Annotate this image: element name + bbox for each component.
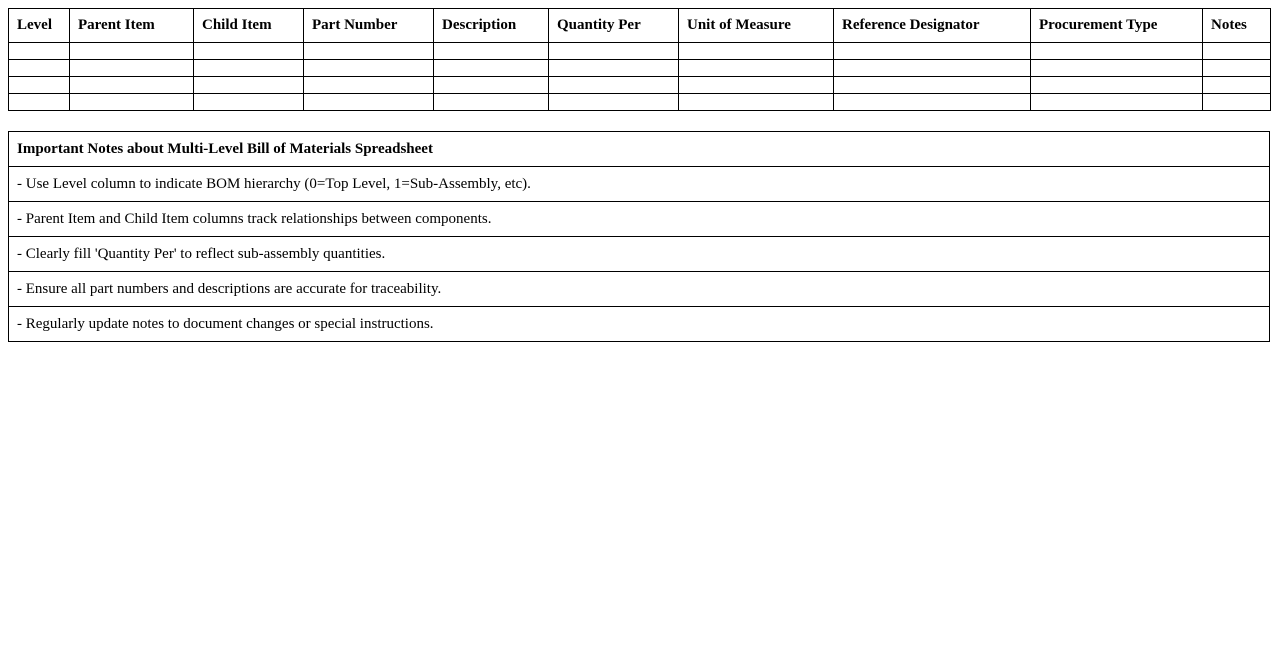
empty-cell bbox=[548, 42, 679, 60]
note-row: - Clearly fill 'Quantity Per' to reflect… bbox=[8, 236, 1270, 272]
notes-title: Important Notes about Multi-Level Bill o… bbox=[8, 131, 1270, 167]
empty-cell bbox=[433, 59, 549, 77]
note-item: - Regularly update notes to document cha… bbox=[8, 306, 1270, 342]
bom-table: Level Parent Item Child Item Part Number… bbox=[8, 8, 1271, 111]
empty-cell bbox=[433, 42, 549, 60]
column-header-level: Level bbox=[8, 8, 70, 43]
empty-cell bbox=[833, 59, 1031, 77]
empty-cell bbox=[1030, 42, 1203, 60]
empty-cell bbox=[1202, 76, 1271, 94]
empty-cell bbox=[548, 76, 679, 94]
empty-cell bbox=[193, 59, 304, 77]
column-header-reference-designator: Reference Designator bbox=[833, 8, 1031, 43]
empty-cell bbox=[1202, 42, 1271, 60]
column-header-procurement-type: Procurement Type bbox=[1030, 8, 1203, 43]
empty-cell bbox=[833, 76, 1031, 94]
empty-cell bbox=[1030, 59, 1203, 77]
empty-cell bbox=[303, 42, 434, 60]
note-row: - Regularly update notes to document cha… bbox=[8, 306, 1270, 342]
column-header-child-item: Child Item bbox=[193, 8, 304, 43]
empty-cell bbox=[678, 42, 834, 60]
empty-cell bbox=[1030, 93, 1203, 111]
empty-cell bbox=[433, 93, 549, 111]
column-header-part-number: Part Number bbox=[303, 8, 434, 43]
empty-cell bbox=[1202, 93, 1271, 111]
notes-title-row: Important Notes about Multi-Level Bill o… bbox=[8, 131, 1270, 167]
table-row bbox=[8, 59, 1271, 77]
empty-cell bbox=[8, 42, 70, 60]
column-header-quantity-per: Quantity Per bbox=[548, 8, 679, 43]
column-header-description: Description bbox=[433, 8, 549, 43]
table-row bbox=[8, 76, 1271, 94]
column-header-unit-of-measure: Unit of Measure bbox=[678, 8, 834, 43]
empty-cell bbox=[548, 59, 679, 77]
empty-cell bbox=[69, 76, 194, 94]
empty-cell bbox=[8, 59, 70, 77]
note-item: - Ensure all part numbers and descriptio… bbox=[8, 271, 1270, 307]
empty-cell bbox=[678, 93, 834, 111]
note-item: - Clearly fill 'Quantity Per' to reflect… bbox=[8, 236, 1270, 272]
empty-cell bbox=[548, 93, 679, 111]
bom-header-row: Level Parent Item Child Item Part Number… bbox=[8, 8, 1271, 43]
empty-cell bbox=[1030, 76, 1203, 94]
empty-cell bbox=[303, 59, 434, 77]
empty-cell bbox=[8, 93, 70, 111]
empty-cell bbox=[193, 93, 304, 111]
empty-cell bbox=[69, 59, 194, 77]
note-item: - Use Level column to indicate BOM hiera… bbox=[8, 166, 1270, 202]
note-row: - Ensure all part numbers and descriptio… bbox=[8, 271, 1270, 307]
empty-cell bbox=[678, 59, 834, 77]
empty-cell bbox=[433, 76, 549, 94]
column-header-notes: Notes bbox=[1202, 8, 1271, 43]
table-row bbox=[8, 93, 1271, 111]
empty-cell bbox=[69, 42, 194, 60]
empty-cell bbox=[69, 93, 194, 111]
empty-cell bbox=[303, 93, 434, 111]
empty-cell bbox=[303, 76, 434, 94]
important-notes-table: Important Notes about Multi-Level Bill o… bbox=[8, 131, 1270, 342]
empty-cell bbox=[193, 76, 304, 94]
note-row: - Use Level column to indicate BOM hiera… bbox=[8, 166, 1270, 202]
empty-cell bbox=[833, 93, 1031, 111]
empty-cell bbox=[678, 76, 834, 94]
empty-cell bbox=[8, 76, 70, 94]
note-item: - Parent Item and Child Item columns tra… bbox=[8, 201, 1270, 237]
column-header-parent-item: Parent Item bbox=[69, 8, 194, 43]
empty-cell bbox=[1202, 59, 1271, 77]
table-row bbox=[8, 42, 1271, 60]
empty-cell bbox=[833, 42, 1031, 60]
empty-cell bbox=[193, 42, 304, 60]
note-row: - Parent Item and Child Item columns tra… bbox=[8, 201, 1270, 237]
